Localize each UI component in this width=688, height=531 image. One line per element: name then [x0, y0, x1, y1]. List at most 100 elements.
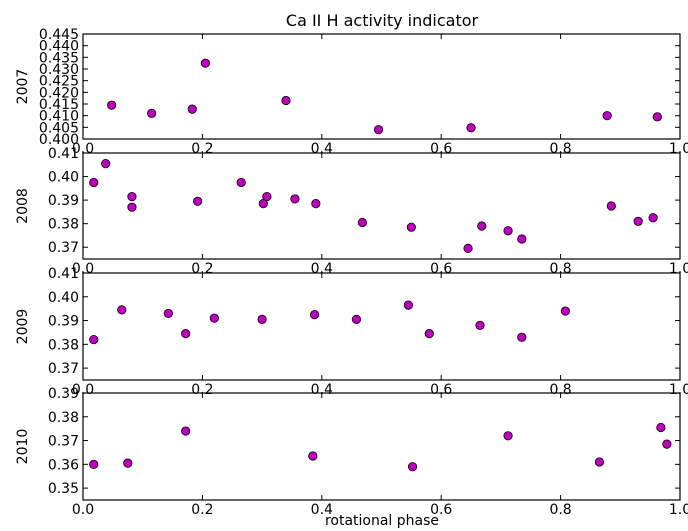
data-point — [652, 112, 662, 122]
data-point — [475, 320, 485, 330]
x-tick-label: 0.0 — [72, 502, 94, 518]
y-tick-label: 0.37 — [48, 240, 79, 256]
panel-frame — [82, 392, 681, 501]
x-tick-label: 0.6 — [430, 502, 452, 518]
data-point — [517, 234, 527, 244]
y-tick-label: 0.39 — [48, 386, 79, 402]
data-point — [310, 310, 320, 320]
data-point — [311, 199, 321, 209]
data-point — [107, 100, 117, 110]
data-point — [147, 108, 157, 118]
panel-frame — [82, 272, 681, 381]
y-axis-label-2009: 2009 — [15, 309, 31, 345]
data-point — [236, 177, 246, 188]
y-tick-label: 0.435 — [39, 50, 79, 66]
x-tick-label: 1.0 — [669, 261, 688, 277]
data-point — [357, 217, 367, 228]
y-tick-label: 0.39 — [48, 193, 79, 209]
data-point — [662, 439, 672, 449]
y-tick-label: 0.440 — [39, 39, 79, 55]
y-tick-label: 0.37 — [48, 361, 79, 377]
data-point — [163, 308, 173, 319]
data-point — [127, 202, 137, 212]
chart-title: Ca II H activity indicator — [286, 11, 479, 30]
data-point — [89, 459, 99, 469]
y-axis-label-2007: 2007 — [15, 69, 31, 105]
data-point — [407, 462, 418, 472]
data-point — [463, 243, 473, 253]
data-point — [257, 314, 267, 324]
data-point — [193, 196, 203, 206]
data-point — [606, 201, 616, 211]
y-tick-label: 0.430 — [39, 62, 79, 78]
y-tick-label: 0.38 — [48, 410, 79, 426]
data-point — [406, 222, 416, 232]
data-point — [281, 95, 291, 106]
x-axis-label: rotational phase — [325, 513, 439, 529]
y-tick-label: 0.40 — [48, 290, 79, 306]
y-tick-label: 0.405 — [39, 120, 79, 136]
panels-group: 0.0 0.2 0.4 0.6 0.8 1.00.4000.4050.4100.4150.… — [15, 27, 688, 518]
x-tick-label: 0.2 — [191, 382, 213, 398]
y-tick-label: 0.420 — [39, 85, 79, 101]
y-tick-label: 0.425 — [39, 74, 79, 90]
data-point — [403, 300, 413, 310]
y-tick-label: 0.35 — [48, 481, 79, 497]
data-point — [89, 334, 99, 345]
data-point — [503, 226, 513, 236]
data-point — [262, 191, 272, 202]
y-tick-label: 0.39 — [48, 314, 79, 330]
y-tick-label: 0.415 — [39, 97, 79, 113]
data-point — [517, 332, 527, 342]
x-tick-label: 0.6 — [430, 382, 452, 398]
data-point — [373, 125, 384, 135]
y-tick-label: 0.38 — [48, 337, 79, 353]
data-point — [117, 305, 127, 315]
y-tick-label: 0.40 — [48, 170, 79, 186]
y-tick-label: 0.38 — [48, 217, 79, 233]
data-point — [560, 306, 570, 316]
y-tick-label: 0.400 — [39, 132, 79, 148]
data-point — [503, 431, 513, 441]
data-point — [187, 104, 197, 114]
data-point — [181, 329, 191, 339]
data-point — [123, 458, 133, 468]
data-point — [290, 194, 300, 204]
panel-2010: 0.0 0.2 0.4 0.6 0.8 1.0 0.35 0.36 0.37 0.38 0.39 20… — [15, 386, 688, 518]
data-point — [466, 123, 476, 133]
data-point — [127, 191, 137, 202]
data-point — [308, 451, 318, 461]
panel-frame — [82, 152, 681, 260]
panel-2007: 0.0 0.2 0.4 0.6 0.8 1.00.4000.4050.4100.4150.… — [15, 27, 688, 157]
data-point — [656, 422, 666, 433]
data-point — [351, 314, 362, 324]
y-tick-label: 0.36 — [48, 457, 79, 473]
data-point — [424, 329, 434, 339]
x-tick-label: 0.2 — [191, 502, 213, 518]
x-tick-label: 1.0 — [669, 502, 688, 518]
x-tick-label: 0.4 — [311, 382, 333, 398]
x-tick-label: 0.4 — [311, 502, 333, 518]
data-point — [181, 426, 191, 436]
data-point — [602, 111, 612, 121]
data-point — [209, 313, 219, 323]
data-point — [200, 58, 210, 68]
x-tick-label: 1.0 — [669, 141, 688, 157]
data-point — [101, 159, 111, 169]
panel-frame — [82, 33, 681, 140]
data-point — [594, 457, 605, 467]
data-point — [477, 221, 487, 231]
x-tick-label: 0.8 — [549, 502, 571, 518]
data-point — [633, 216, 643, 226]
y-axis-label-2008: 2008 — [15, 188, 31, 224]
x-tick-label: 0.0 — [72, 382, 94, 398]
y-tick-label: 0.445 — [39, 27, 79, 43]
y-tick-label: 0.410 — [39, 109, 79, 125]
y-axis-label-2010: 2010 — [15, 429, 31, 465]
panel-2009: 0.0 0.2 0.4 0.6 0.8 1.0 0.37 0.38 0.39 0.40 0.41 20… — [15, 266, 688, 398]
y-tick-label: 0.37 — [48, 434, 79, 450]
data-point — [89, 177, 99, 188]
panel-2008: 0.0 0.2 0.4 0.6 0.8 1.00.370.380.390.400.4120… — [15, 146, 688, 277]
x-tick-label: 1.0 — [669, 382, 688, 398]
